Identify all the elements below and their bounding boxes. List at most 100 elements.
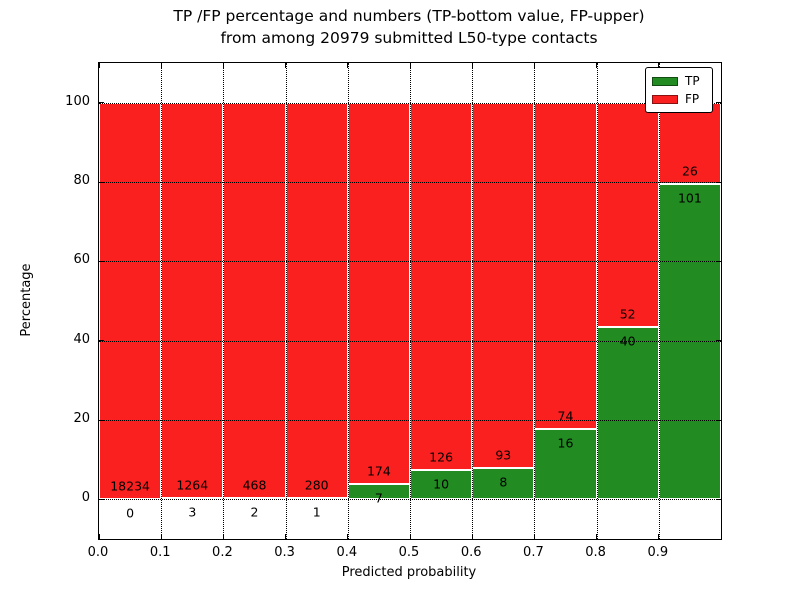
tp-count-label: 0 [126,505,135,521]
y-tick-mark [716,102,721,104]
bar-segment-fp [472,102,535,468]
bar-segment-tp [534,428,597,500]
fp-count-label: 26 [681,163,698,179]
tp-count-label: 1 [312,504,321,520]
fp-count-label: 52 [619,306,636,322]
fp-count-label: 468 [242,477,267,493]
x-tick-mark [409,534,411,539]
tp-count-label: 10 [433,476,450,492]
gridline-vertical [410,63,411,539]
bar-segment-fp [223,102,286,498]
gridline-vertical [472,63,474,539]
bar-segment-fp [161,102,224,499]
bar-segment-fp [99,102,162,500]
x-tick-mark [222,63,224,68]
gridline-vertical [347,63,349,539]
gridline-horizontal [99,499,721,501]
legend-entry-label: TP [685,74,700,88]
gridline-horizontal [99,420,721,421]
fp-count-label: 126 [429,449,454,465]
gridline-vertical [596,63,598,539]
x-tick-mark [596,63,598,68]
gridline-horizontal [99,182,721,183]
gridline-vertical [161,63,163,539]
tp-count-label: 3 [188,504,197,520]
x-tick-label: 0.1 [149,545,171,560]
x-tick-label: 0.6 [460,545,482,560]
x-tick-mark [409,63,411,68]
x-tick-mark [720,534,722,539]
gridline-vertical [534,63,536,539]
y-tick-label: 40 [73,331,90,347]
x-tick-mark [347,63,349,68]
y-tick-label: 80 [73,173,90,188]
y-tick-mark [99,498,104,500]
x-tick-mark [658,63,660,68]
x-tick-mark [471,534,473,539]
y-tick-label: 60 [73,252,90,268]
tp-count-label: 8 [499,474,508,490]
x-tick-mark [285,534,287,539]
x-tick-label: 0.3 [274,545,295,560]
x-tick-mark [720,63,722,68]
x-tick-mark [160,534,162,539]
tp-count-label: 7 [374,490,383,506]
y-tick-mark [716,498,721,500]
bar-segment-fp [347,102,410,484]
y-tick-mark [99,102,104,104]
x-tick-mark [98,63,100,68]
x-tick-label: 0.8 [585,545,606,560]
fp-count-label: 174 [366,463,391,479]
bar-segment-fp [534,102,597,429]
gridline-vertical [658,63,660,539]
fp-count-label: 74 [557,408,574,424]
x-tick-mark [222,534,224,539]
x-tick-mark [596,534,598,539]
legend-entry: TP [646,72,712,90]
y-tick-label: 0 [81,490,90,506]
y-tick-mark [716,181,721,183]
tp-count-label: 2 [250,504,259,520]
plot-area: 18234 0 1264 3 468 2 280 1 174 7 126 10 93 8 74 16 52 40 2… [98,62,722,540]
fp-count-label: 18234 [110,478,150,494]
gridline-vertical [285,63,287,539]
x-tick-mark [98,534,100,539]
chart-title: TP /FP percentage and numbers (TP-bottom… [98,5,720,49]
y-axis-label: Percentage [19,263,34,337]
x-axis-label: Predicted probability [341,565,477,580]
chart-title-line2: from among 20979 submitted L50-type cont… [220,29,598,47]
x-tick-label: 0.7 [523,545,544,560]
x-tick-mark [533,534,535,539]
x-tick-mark [471,63,473,68]
x-tick-label: 0.2 [212,545,233,560]
x-tick-label: 0.9 [647,545,669,560]
y-tick-mark [99,260,104,262]
gridline-horizontal [99,261,721,263]
gridline-horizontal [99,102,721,104]
x-tick-mark [658,534,660,539]
gridline-vertical [223,63,225,539]
tp-count-label: 40 [619,333,636,349]
legend-entry-label: FP [685,92,700,106]
fp-count-label: 1264 [176,477,209,493]
x-tick-label: 0.0 [87,545,109,560]
y-tick-mark [716,419,721,421]
y-tick-mark [99,181,104,183]
y-tick-mark [716,260,721,262]
x-tick-label: 0.4 [336,545,358,560]
bar-segment-tp [596,326,659,500]
x-tick-mark [347,534,349,539]
chart-title-line1: TP /FP percentage and numbers (TP-bottom… [173,7,645,25]
bar-segment-fp [285,102,348,498]
tp-count-label: 101 [677,190,702,206]
gridline-horizontal [99,340,721,342]
bar-segment-fp [410,102,473,471]
bar-segment-fp [658,102,721,184]
x-tick-mark [533,63,535,68]
y-tick-label: 100 [65,93,90,109]
y-tick-mark [716,340,721,342]
y-tick-mark [99,419,104,421]
y-tick-label: 20 [73,411,90,426]
bar-segment-fp [596,102,659,327]
